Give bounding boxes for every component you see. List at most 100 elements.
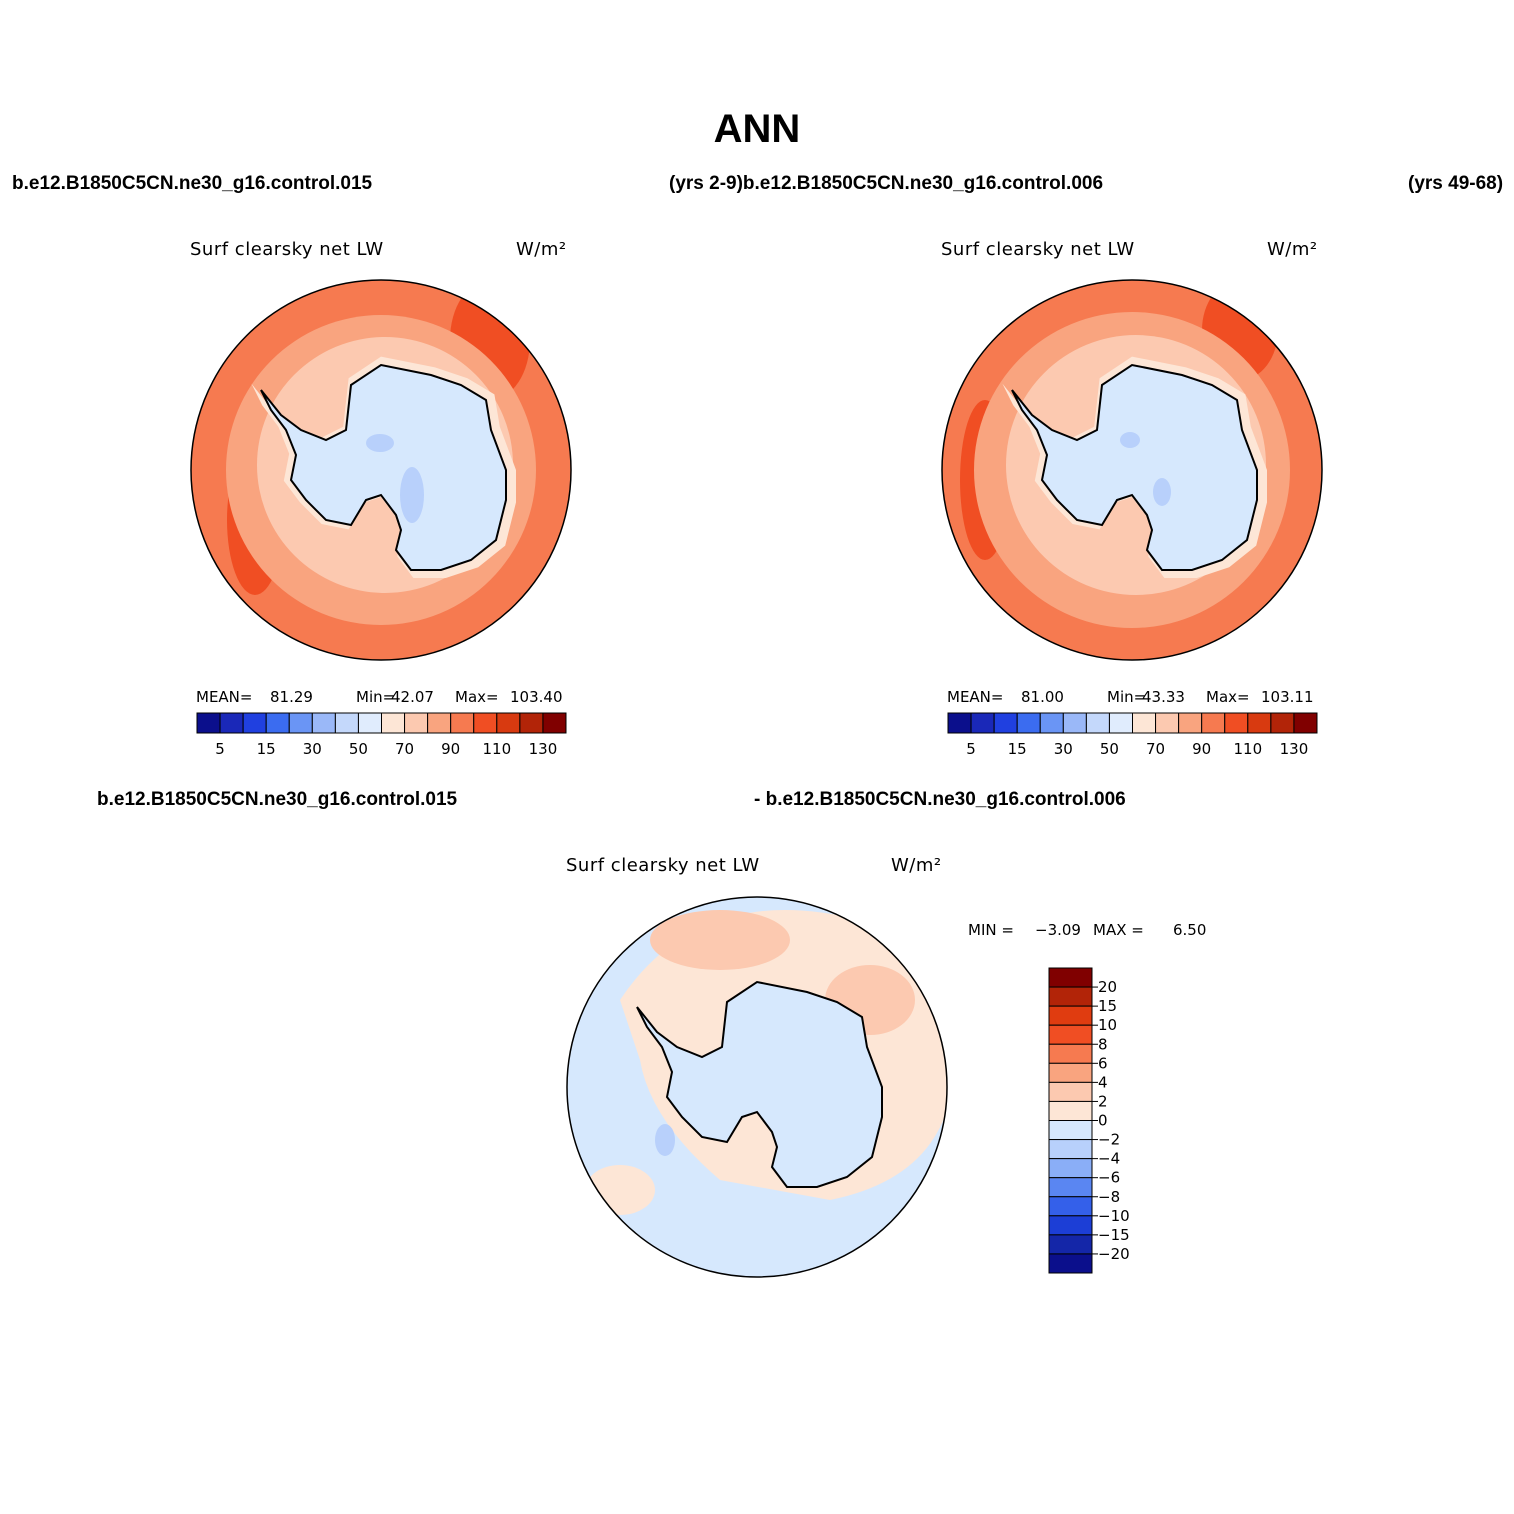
colorbar-label: 30 (303, 740, 322, 758)
stat-value: 81.29 (270, 688, 313, 706)
colorbar-box (496, 712, 521, 734)
colorbar-box (473, 712, 498, 734)
colorbar-box (1155, 712, 1180, 734)
colorbar-box (1048, 967, 1093, 988)
colorbar-box (219, 712, 244, 734)
stat-label: Min= (1107, 688, 1146, 706)
stat-value: 6.50 (1173, 921, 1206, 939)
colorbar-label: 130 (529, 740, 558, 758)
colorbar-label: −10 (1098, 1207, 1130, 1225)
colorbar-box (1178, 712, 1203, 734)
colorbar-box (1048, 1081, 1093, 1102)
stat-label: MEAN= (947, 688, 1003, 706)
stat-value: 81.00 (1021, 688, 1064, 706)
stat-value: 103.40 (510, 688, 563, 706)
colorbar-box (1048, 1120, 1093, 1141)
header: (yrs 2-9)b.e12.B1850C5CN.ne30_g16.contro… (669, 173, 1103, 194)
colorbar-box (1270, 712, 1295, 734)
colorbar-box (1048, 1253, 1093, 1274)
colorbar-label: −20 (1098, 1245, 1130, 1263)
colorbar-box (1048, 1234, 1093, 1255)
colorbar-box (381, 712, 406, 734)
colorbar-box (288, 712, 313, 734)
colorbar-box (1224, 712, 1249, 734)
header: b.e12.B1850C5CN.ne30_g16.control.015 (97, 789, 458, 810)
colorbar-label: 70 (395, 740, 414, 758)
colorbar-box (242, 712, 267, 734)
colorbar-box (1048, 986, 1093, 1007)
map (567, 897, 947, 1277)
colorbar-label: −8 (1098, 1188, 1120, 1206)
units: W/m² (891, 855, 942, 876)
colorbar-box (1062, 712, 1087, 734)
colorbar-label: 50 (1100, 740, 1119, 758)
stat-label: MIN = (968, 921, 1014, 939)
subtitle: Surf clearsky net LW (566, 855, 760, 876)
colorbar-box (357, 712, 382, 734)
colorbar-box (1201, 712, 1226, 734)
colorbar-label: 30 (1054, 740, 1073, 758)
figure-title: ANN (714, 107, 801, 151)
colorbar-box (1048, 1215, 1093, 1236)
colorbar-box (970, 712, 995, 734)
map (942, 280, 1322, 660)
colorbar-label: 90 (441, 740, 460, 758)
colorbar-label: −4 (1098, 1150, 1120, 1168)
header: - b.e12.B1850C5CN.ne30_g16.control.006 (754, 789, 1126, 810)
colorbar-label: 70 (1146, 740, 1165, 758)
colorbar-box (265, 712, 290, 734)
colorbar-label: −6 (1098, 1169, 1120, 1187)
colorbar-box (1048, 1100, 1093, 1121)
colorbar-box (519, 712, 544, 734)
header: (yrs 49-68) (1408, 173, 1503, 194)
colorbar-label: 2 (1098, 1092, 1108, 1110)
colorbar-label: 5 (966, 740, 976, 758)
colorbar-label: 50 (349, 740, 368, 758)
colorbar-label: 20 (1098, 978, 1117, 996)
colorbar-label: 5 (215, 740, 225, 758)
colorbar-box (1048, 1005, 1093, 1026)
colorbar-box (1048, 1043, 1093, 1064)
stat-label: MAX = (1093, 921, 1144, 939)
colorbar-box (1039, 712, 1064, 734)
colorbar-label: 15 (1008, 740, 1027, 758)
units: W/m² (516, 239, 567, 260)
colorbar-box (1016, 712, 1041, 734)
colorbar-label: 0 (1098, 1112, 1108, 1130)
colorbar-box (542, 712, 567, 734)
colorbar-box (334, 712, 359, 734)
stat-label: Max= (455, 688, 499, 706)
colorbar-box (1048, 1158, 1093, 1179)
units: W/m² (1267, 239, 1318, 260)
colorbar-box (427, 712, 452, 734)
colorbar-label: 15 (257, 740, 276, 758)
colorbar-box (311, 712, 336, 734)
colorbar-label: 8 (1098, 1035, 1108, 1053)
colorbar-label: 10 (1098, 1016, 1117, 1034)
colorbar-box (947, 712, 972, 734)
stat-value: 103.11 (1261, 688, 1314, 706)
colorbar-box (1048, 1024, 1093, 1045)
colorbar-label: 90 (1192, 740, 1211, 758)
map (191, 280, 571, 660)
header: b.e12.B1850C5CN.ne30_g16.control.015 (12, 173, 373, 194)
stat-label: MEAN= (196, 688, 252, 706)
colorbar-box (1048, 1062, 1093, 1083)
subtitle: Surf clearsky net LW (941, 239, 1135, 260)
colorbar-box (450, 712, 475, 734)
stat-value: −3.09 (1035, 921, 1081, 939)
stat-label: Max= (1206, 688, 1250, 706)
colorbar-label: 110 (1233, 740, 1262, 758)
subtitle: Surf clearsky net LW (190, 239, 384, 260)
colorbar-box (1048, 1177, 1093, 1198)
stat-value: 42.07 (391, 688, 434, 706)
colorbar-box (1048, 1139, 1093, 1160)
stat-value: 43.33 (1142, 688, 1185, 706)
colorbar-box (196, 712, 221, 734)
colorbar-box (404, 712, 429, 734)
colorbar-box (993, 712, 1018, 734)
colorbar-label: 4 (1098, 1073, 1108, 1091)
colorbar-label: 110 (482, 740, 511, 758)
colorbar-label: −2 (1098, 1131, 1120, 1149)
